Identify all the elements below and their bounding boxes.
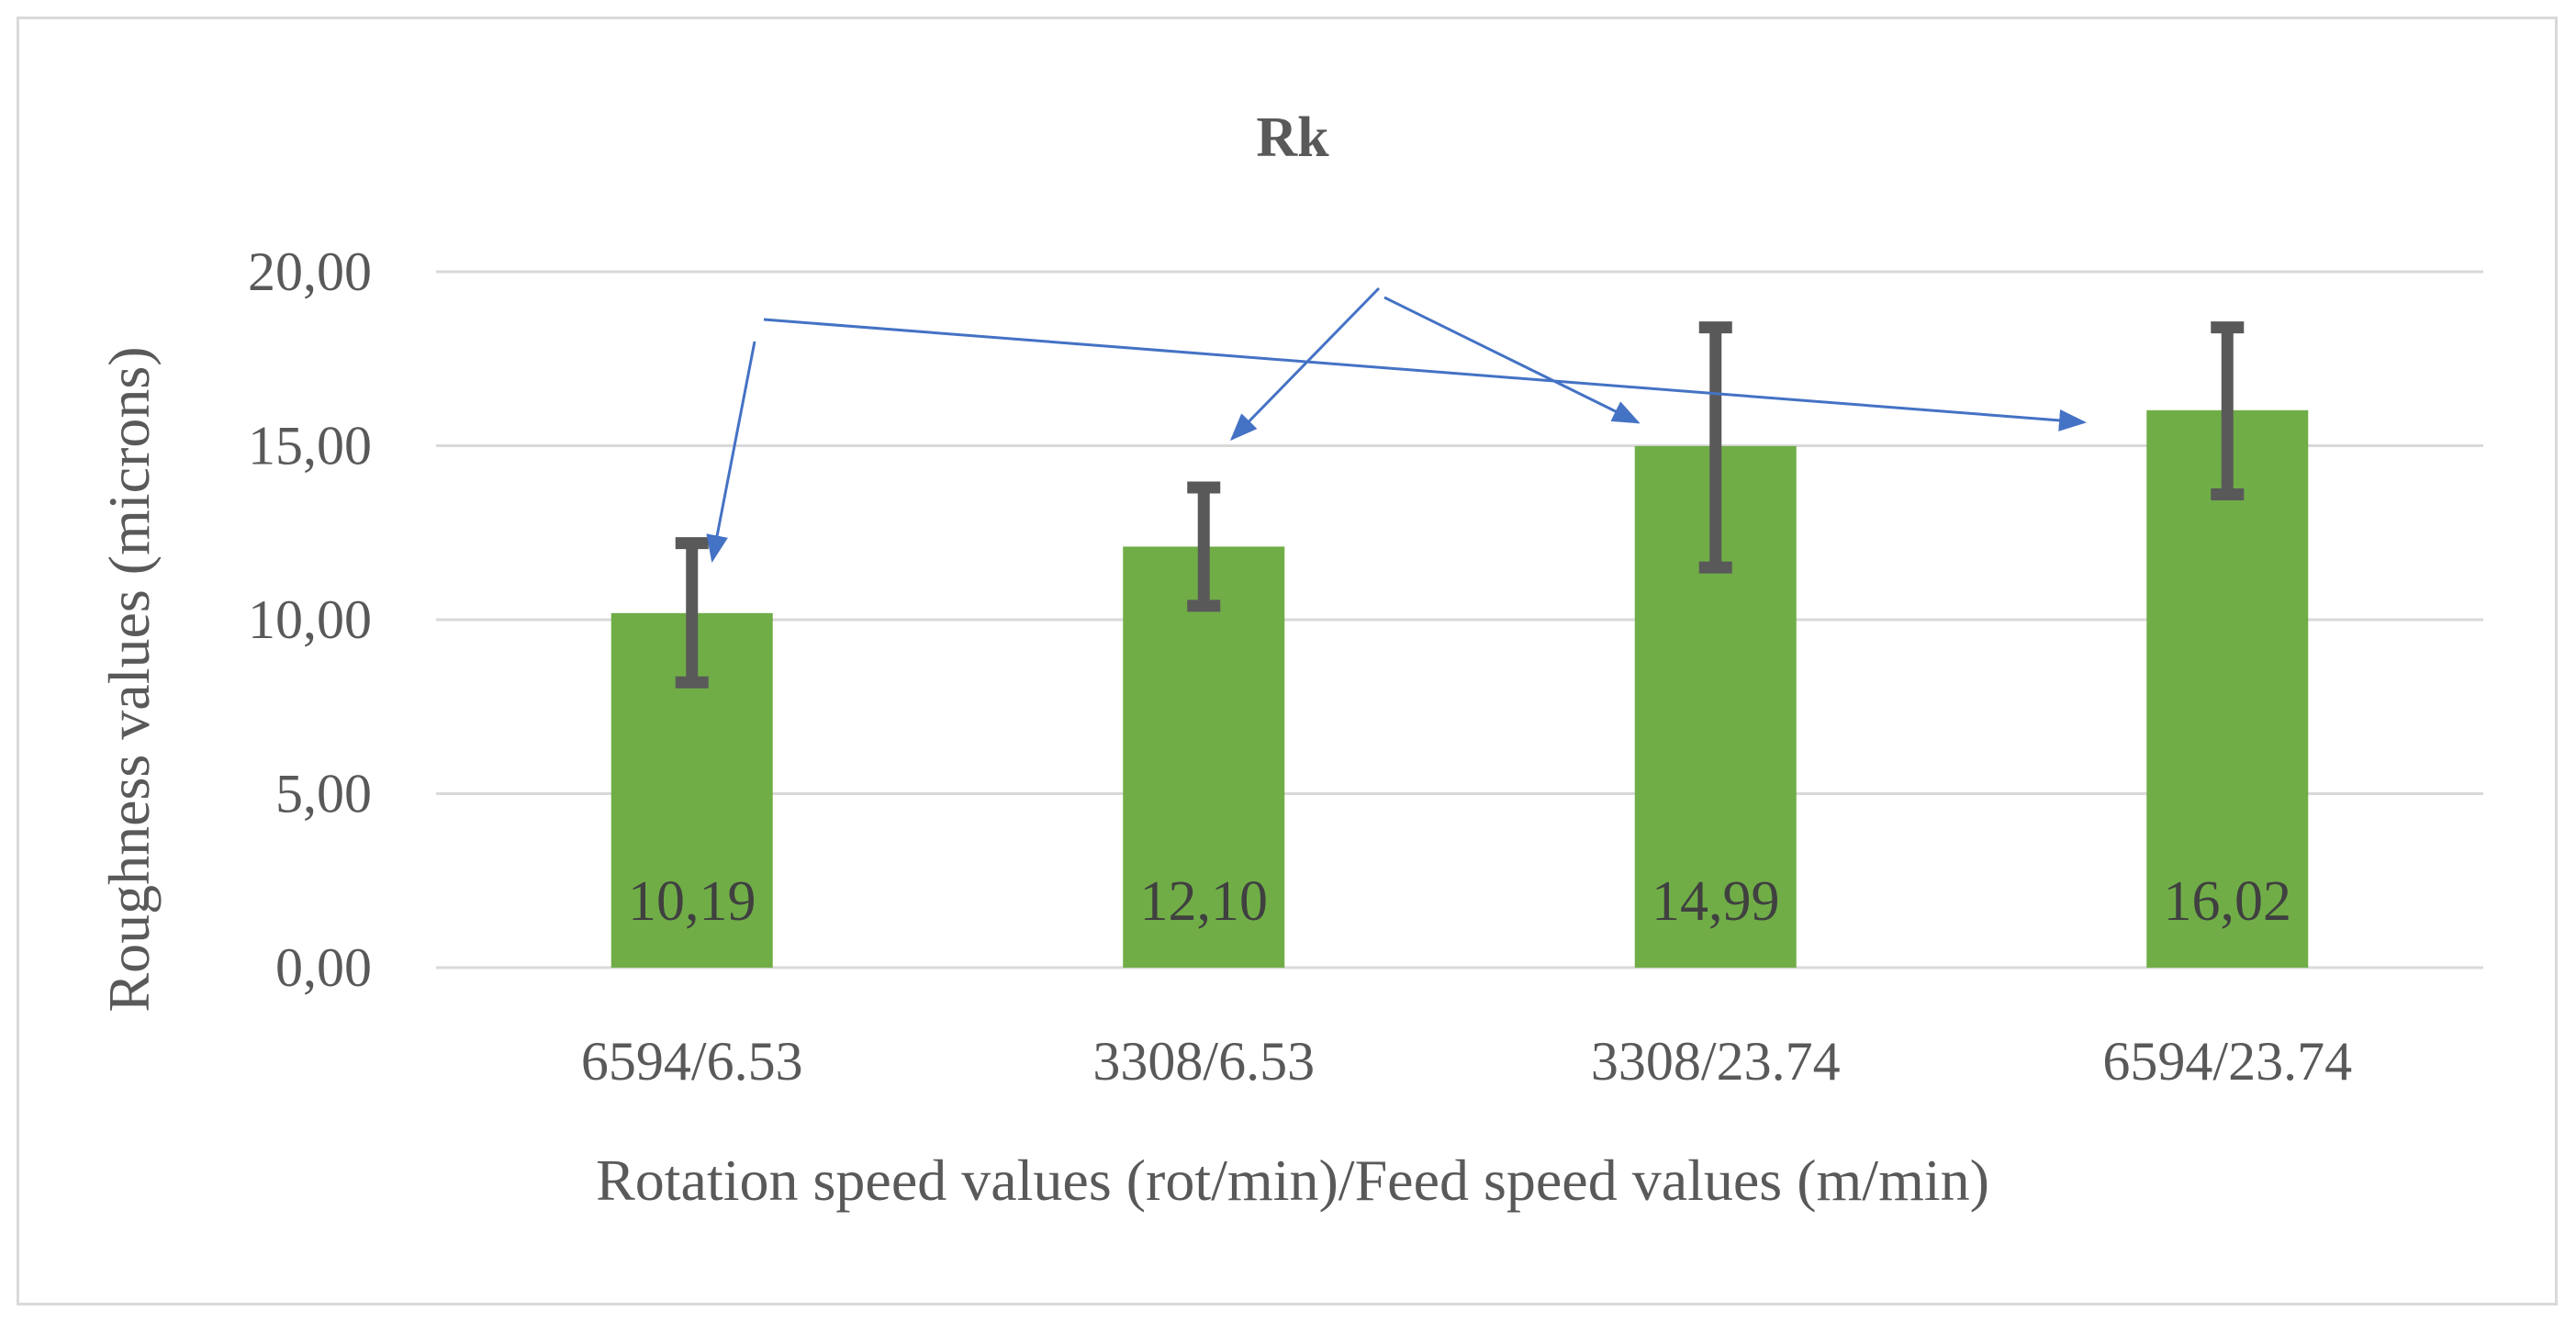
chart-frame bbox=[17, 17, 2558, 1305]
x-tick-label: 3308/6.53 bbox=[1092, 1031, 1315, 1092]
data-label: 16,02 bbox=[2164, 870, 2292, 933]
annotation-arrow bbox=[706, 341, 756, 563]
data-labels: 10,19 12,10 14,99 16,02 bbox=[628, 870, 2291, 933]
error-bar bbox=[1187, 481, 1221, 612]
y-tick-label: 15,00 bbox=[248, 416, 372, 476]
y-tick-labels: 0,00 5,00 10,00 15,00 20,00 bbox=[248, 241, 372, 998]
x-tick-label: 6594/23.74 bbox=[2102, 1031, 2352, 1092]
annotation-arrows bbox=[706, 286, 2087, 563]
y-tick-label: 5,00 bbox=[275, 764, 372, 824]
y-tick-label: 20,00 bbox=[248, 241, 372, 302]
annotation-arrow bbox=[1229, 286, 1381, 442]
x-axis-title: Rotation speed values (rot/min)/Feed spe… bbox=[596, 1148, 1989, 1213]
error-bars bbox=[675, 321, 2245, 689]
data-label: 12,10 bbox=[1140, 870, 1269, 933]
error-bar bbox=[675, 537, 709, 689]
y-axis-title: Roughness values (microns) bbox=[96, 346, 162, 1012]
y-tick-label: 0,00 bbox=[275, 937, 372, 998]
x-tick-labels: 6594/6.53 3308/6.53 3308/23.74 6594/23.74 bbox=[581, 1031, 2352, 1092]
bar bbox=[2146, 409, 2309, 968]
x-tick-label: 6594/6.53 bbox=[581, 1031, 803, 1092]
bars bbox=[610, 409, 2309, 968]
annotation-arrow bbox=[1383, 296, 1641, 424]
chart-title: Rk bbox=[1256, 106, 1329, 169]
data-label: 10,19 bbox=[628, 870, 756, 933]
y-tick-label: 10,00 bbox=[248, 589, 372, 650]
error-bar bbox=[1698, 321, 1732, 574]
x-tick-label: 3308/23.74 bbox=[1591, 1031, 1841, 1092]
error-bar bbox=[2211, 321, 2245, 501]
bar bbox=[1123, 546, 1285, 968]
gridlines bbox=[436, 270, 2483, 969]
annotation-arrow bbox=[763, 318, 2087, 431]
data-label: 14,99 bbox=[1652, 870, 1780, 933]
